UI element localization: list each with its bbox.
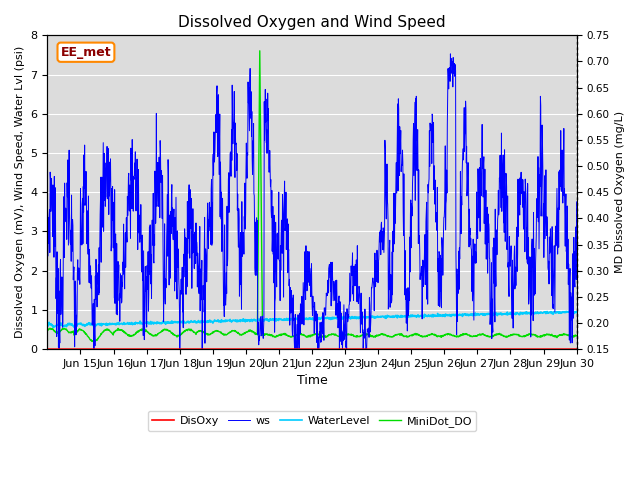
MiniDot_DO	[127, 334, 134, 339]
WaterLevel	[127, 322, 134, 327]
WaterLevel	[515, 311, 522, 317]
DisOxy	[566, 346, 573, 352]
DisOxy	[298, 346, 306, 352]
Title: Dissolved Oxygen and Wind Speed: Dissolved Oxygen and Wind Speed	[178, 15, 446, 30]
MiniDot_DO	[573, 333, 580, 338]
ws	[447, 51, 454, 57]
ws	[573, 199, 580, 205]
ws	[437, 288, 445, 294]
WaterLevel	[298, 315, 306, 321]
DisOxy	[288, 346, 296, 352]
Legend: DisOxy, ws, WaterLevel, MiniDot_DO: DisOxy, ws, WaterLevel, MiniDot_DO	[148, 411, 476, 431]
WaterLevel	[566, 308, 573, 314]
MiniDot_DO	[299, 332, 307, 338]
DisOxy	[573, 346, 580, 352]
WaterLevel	[573, 310, 580, 315]
MiniDot_DO	[437, 333, 445, 338]
ws	[44, 202, 51, 207]
DisOxy	[514, 346, 522, 352]
WaterLevel	[50, 324, 58, 330]
ws	[127, 235, 134, 241]
MiniDot_DO	[256, 48, 264, 54]
ws	[515, 180, 522, 185]
Line: MiniDot_DO: MiniDot_DO	[47, 51, 577, 342]
MiniDot_DO	[515, 332, 522, 337]
ws	[55, 346, 63, 352]
MiniDot_DO	[566, 334, 574, 339]
X-axis label: Time: Time	[296, 374, 328, 387]
Text: EE_met: EE_met	[61, 46, 111, 59]
Line: ws: ws	[47, 54, 577, 349]
MiniDot_DO	[90, 339, 98, 345]
DisOxy	[44, 346, 51, 352]
DisOxy	[436, 346, 444, 352]
MiniDot_DO	[44, 328, 51, 334]
ws	[566, 340, 574, 346]
WaterLevel	[437, 312, 445, 318]
DisOxy	[126, 346, 134, 352]
ws	[298, 300, 306, 306]
WaterLevel	[44, 323, 51, 328]
WaterLevel	[566, 310, 574, 315]
MiniDot_DO	[289, 333, 296, 339]
Y-axis label: MD Dissolved Oxygen (mg/L): MD Dissolved Oxygen (mg/L)	[615, 111, 625, 273]
Line: WaterLevel: WaterLevel	[47, 311, 577, 327]
Y-axis label: Dissolved Oxygen (mV), Wind Speed, Water Lvl (psi): Dissolved Oxygen (mV), Wind Speed, Water…	[15, 46, 25, 338]
WaterLevel	[289, 317, 296, 323]
ws	[289, 326, 296, 332]
